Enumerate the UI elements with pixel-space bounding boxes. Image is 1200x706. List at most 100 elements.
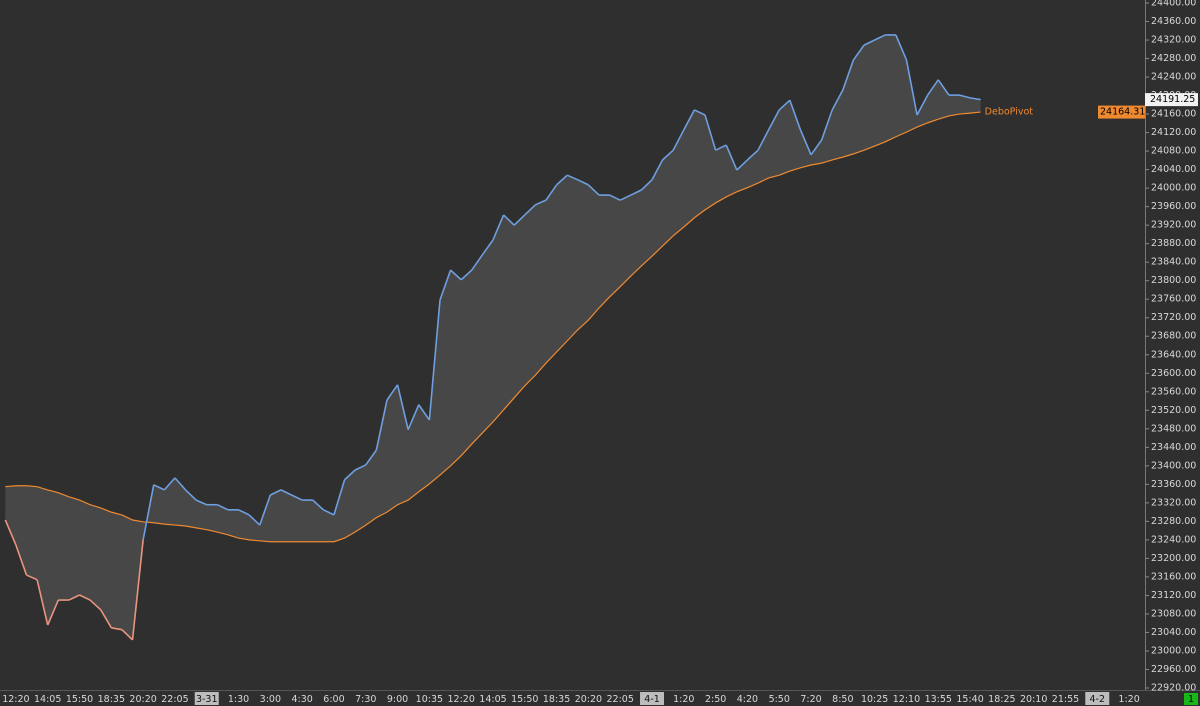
y-tick-label: 23160.00 [1151,571,1196,582]
price-segment [174,477,187,491]
fill-area [5,34,981,640]
price-segment [651,159,664,181]
x-tick-label: 12:20 [447,694,474,705]
y-tick-label: 22920.00 [1151,683,1196,694]
price-segment [736,159,748,171]
price-segment [36,579,49,626]
x-tick-label: 1:20 [673,694,694,705]
x-tick-label: 15:40 [956,694,983,705]
price-segment [450,269,462,281]
x-tick-label: 20:20 [575,694,602,705]
price-segment [248,514,261,526]
y-tick-label: 23680.00 [1151,331,1196,342]
price-segment [905,59,918,116]
price-segment [694,109,706,116]
x-tick-label: 4-2 [1090,694,1106,705]
price-segment [386,384,399,401]
price-segment [587,184,600,196]
x-tick-label: 3-31 [196,694,218,705]
x-tick-label: 6:00 [323,694,344,705]
y-tick-label: 24000.00 [1151,183,1196,194]
price-segment [216,503,229,511]
price-segment [630,189,642,196]
price-segment [566,174,579,181]
y-tick-label: 24400.00 [1151,0,1196,9]
price-segment [460,269,473,281]
y-tick-label: 24160.00 [1151,109,1196,120]
status-box[interactable] [1184,693,1198,705]
x-tick-label: 15:50 [511,694,538,705]
date-label-box [194,692,219,705]
price-segment [344,469,356,481]
y-tick-label: 23240.00 [1151,534,1196,545]
price-segment [863,39,875,46]
price-segment [89,599,102,611]
x-tick-label: 14:05 [34,694,61,705]
y-tick-label: 23000.00 [1151,645,1196,656]
y-tick-label: 23520.00 [1151,405,1196,416]
price-segment [184,489,197,501]
y-tick-label: 23560.00 [1151,386,1196,397]
price-segment [937,79,950,96]
price-segment [799,129,812,156]
price-segment [672,129,685,151]
price-segment [333,479,346,516]
price-segment [163,477,176,491]
price-segment [757,129,770,151]
x-tick-label: 20:10 [1020,694,1047,705]
x-tick-label: 12:10 [893,694,920,705]
price-segment [418,404,431,421]
y-tick-label: 23720.00 [1151,312,1196,323]
x-tick-label: 10:25 [861,694,888,705]
y-tick-label: 23880.00 [1151,238,1196,249]
y-tick-label: 23840.00 [1151,257,1196,268]
y-tick-label: 23320.00 [1151,497,1196,508]
price-segment [831,89,844,111]
price-segment [767,109,780,131]
x-tick-label: 4:30 [291,694,312,705]
y-tick-label: 23040.00 [1151,627,1196,638]
price-segment [916,94,929,116]
x-tick-label: 21:55 [1052,694,1079,705]
price-segment [852,44,865,61]
price-segment [15,544,28,576]
y-tick-label: 23640.00 [1151,349,1196,360]
x-tick-label: 1:30 [228,694,249,705]
price-segment [503,214,515,226]
y-tick-label: 23360.00 [1151,479,1196,490]
pivot-label-box [1098,105,1145,119]
y-tick-label: 24080.00 [1151,146,1196,157]
price-segment [820,109,833,141]
y-tick-label: 23920.00 [1151,220,1196,231]
y-tick-label: 23960.00 [1151,201,1196,212]
price-segment [280,489,292,496]
price-segment [142,484,155,541]
price-segment [323,509,335,516]
x-tick-label: 22:05 [607,694,634,705]
pivot-name: DeboPivot [985,107,1034,118]
price-segment [291,494,303,501]
x-tick-label: 7:20 [800,694,821,705]
price-segment [662,149,674,161]
y-tick-label: 23200.00 [1151,553,1196,564]
x-tick-label: 4-1 [644,694,660,705]
x-tick-label: 9:00 [387,694,408,705]
price-segment [26,574,38,581]
price-segment [619,194,632,201]
price-segment [609,194,621,201]
price-segment [778,99,791,111]
price-segment [556,174,568,186]
price-segment [725,144,738,171]
price-segment [111,627,123,631]
date-label-box [1085,692,1110,705]
x-tick-label: 14:05 [479,694,506,705]
price-segment [131,539,144,640]
price-segment [270,489,282,496]
price-segment [439,269,452,301]
x-tick-label: 20:20 [129,694,156,705]
x-tick-label: 3:00 [260,694,281,705]
x-tick-label: 8:50 [832,694,853,705]
